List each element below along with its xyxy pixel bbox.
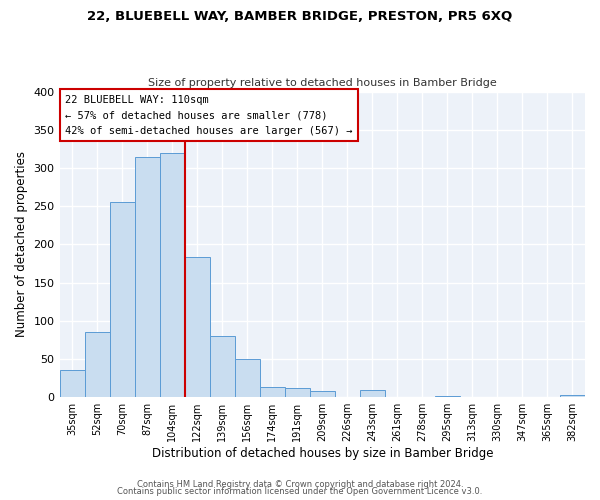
Bar bbox=[435, 396, 460, 397]
Text: Contains public sector information licensed under the Open Government Licence v3: Contains public sector information licen… bbox=[118, 488, 482, 496]
Bar bbox=[260, 386, 285, 397]
Bar bbox=[360, 390, 385, 397]
Y-axis label: Number of detached properties: Number of detached properties bbox=[15, 152, 28, 338]
Bar bbox=[310, 391, 335, 397]
Bar bbox=[285, 388, 310, 397]
Bar bbox=[235, 359, 260, 397]
Bar bbox=[134, 156, 160, 397]
X-axis label: Distribution of detached houses by size in Bamber Bridge: Distribution of detached houses by size … bbox=[152, 447, 493, 460]
Bar bbox=[110, 202, 134, 397]
Title: Size of property relative to detached houses in Bamber Bridge: Size of property relative to detached ho… bbox=[148, 78, 497, 88]
Bar bbox=[560, 395, 585, 397]
Bar bbox=[85, 332, 110, 397]
Bar bbox=[59, 370, 85, 397]
Bar bbox=[160, 152, 185, 397]
Bar bbox=[185, 258, 209, 397]
Text: 22, BLUEBELL WAY, BAMBER BRIDGE, PRESTON, PR5 6XQ: 22, BLUEBELL WAY, BAMBER BRIDGE, PRESTON… bbox=[88, 10, 512, 23]
Text: 22 BLUEBELL WAY: 110sqm
← 57% of detached houses are smaller (778)
42% of semi-d: 22 BLUEBELL WAY: 110sqm ← 57% of detache… bbox=[65, 94, 352, 136]
Bar bbox=[209, 336, 235, 397]
Text: Contains HM Land Registry data © Crown copyright and database right 2024.: Contains HM Land Registry data © Crown c… bbox=[137, 480, 463, 489]
